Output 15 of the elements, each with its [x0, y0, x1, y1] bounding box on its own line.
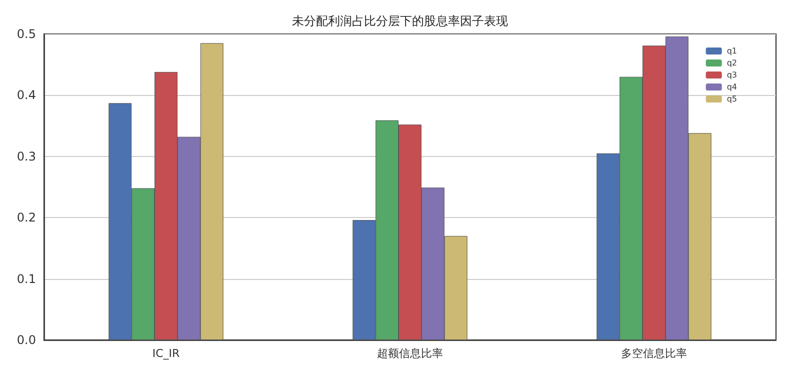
y-tick-label: 0.5 [16, 27, 36, 41]
legend-label: q5 [726, 94, 738, 104]
x-tick-label: IC_IR [152, 347, 180, 360]
legend-label: q4 [726, 82, 738, 92]
y-tick-label: 0.2 [16, 210, 36, 225]
y-tick-label: 0.0 [16, 333, 36, 347]
x-tick-label: 超额信息比率 [377, 347, 443, 360]
x-tick-label: 多空信息比率 [621, 347, 687, 360]
legend-label: q1 [726, 46, 738, 56]
y-tick-label: 0.1 [16, 272, 36, 286]
y-tick-label: 0.4 [16, 88, 36, 102]
chart-title: 未分配利润占比分层下的股息率因子表现 [292, 14, 508, 28]
y-tick-label: 0.3 [16, 149, 36, 164]
legend-label: q3 [726, 70, 738, 80]
legend-label: q2 [726, 58, 738, 68]
